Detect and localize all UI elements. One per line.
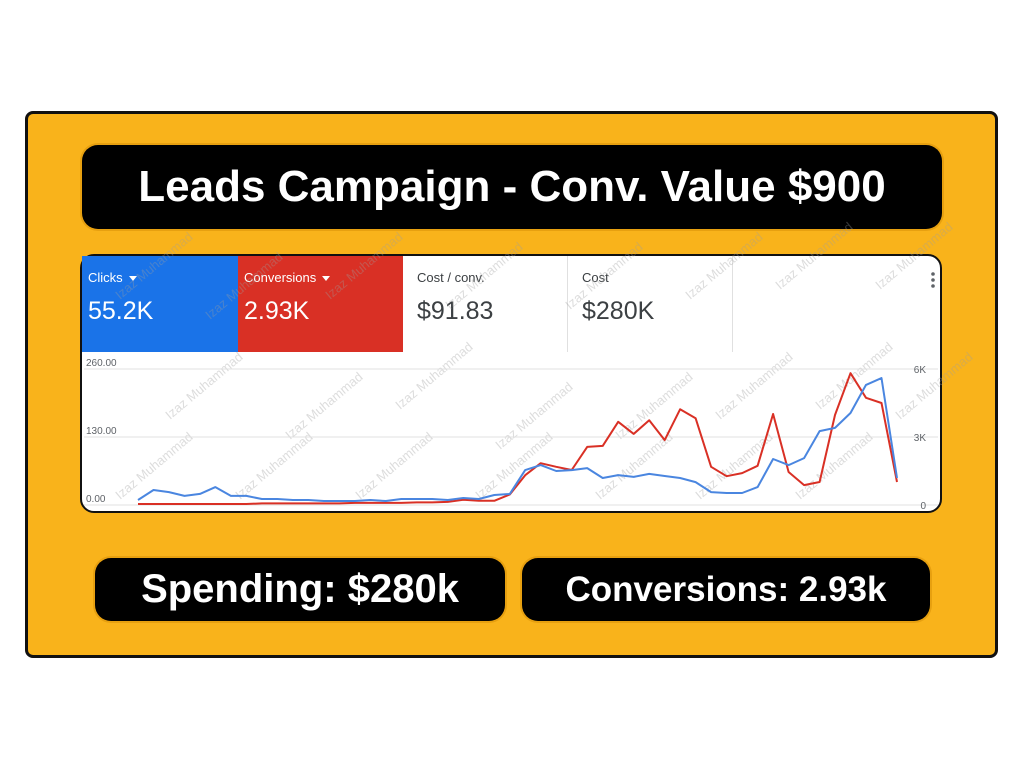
card-value: $91.83 <box>417 297 494 325</box>
title: Leads Campaign - Conv. Value $900 <box>82 145 942 229</box>
metric-card[interactable]: Conversions 2.93K <box>238 256 403 352</box>
dropdown-arrow <box>128 276 137 282</box>
card-label: Conversions <box>244 270 317 285</box>
card-value: 2.93K <box>244 297 310 325</box>
card-label: Clicks <box>88 270 123 285</box>
spending-pill: Spending: $280k <box>95 558 505 621</box>
card-label: Cost <box>582 270 609 285</box>
metric-card[interactable]: Cost / conv. $91.83 <box>403 256 568 352</box>
card-value: 55.2K <box>88 297 154 325</box>
card-label: Cost / conv. <box>417 270 485 285</box>
card-value: $280K <box>582 297 655 325</box>
dropdown-arrow <box>322 276 331 282</box>
metric-card[interactable]: Clicks 55.2K <box>82 256 238 352</box>
conversions-pill: Conversions: 2.93k <box>522 558 930 621</box>
metric-card[interactable]: Cost $280K <box>568 256 733 352</box>
